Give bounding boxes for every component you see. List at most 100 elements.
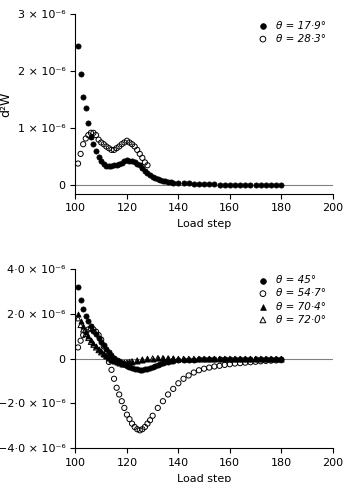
θ = 54·7°	[165, 390, 171, 398]
θ = 72·0°	[129, 358, 135, 365]
θ = 72·0°	[258, 355, 263, 363]
θ = 70·4°	[196, 355, 202, 363]
θ = 17·9°	[196, 180, 202, 188]
θ = 17·9°	[91, 140, 96, 148]
θ = 28·3°	[101, 140, 106, 148]
θ = 45°	[206, 355, 212, 363]
θ = 28·3°	[140, 154, 145, 162]
θ = 70·4°	[134, 357, 140, 365]
θ = 45°	[116, 357, 122, 365]
θ = 17·9°	[191, 180, 197, 187]
θ = 54·7°	[268, 357, 274, 364]
θ = 70·4°	[85, 333, 91, 340]
θ = 72·0°	[78, 321, 83, 329]
θ = 45°	[140, 366, 145, 374]
θ = 70·4°	[232, 355, 238, 363]
θ = 54·7°	[222, 361, 227, 369]
θ = 54·7°	[253, 358, 258, 366]
θ = 45°	[168, 358, 173, 365]
θ = 45°	[83, 312, 88, 320]
θ = 28·3°	[80, 140, 86, 148]
θ = 54·7°	[122, 404, 127, 412]
θ = 70·4°	[201, 355, 207, 363]
θ = 17·9°	[83, 105, 88, 112]
θ = 72·0°	[165, 355, 171, 362]
θ = 54·7°	[237, 359, 243, 367]
θ = 17·9°	[116, 160, 122, 167]
θ = 17·9°	[268, 181, 274, 188]
θ = 45°	[196, 355, 202, 363]
θ = 72·0°	[222, 355, 227, 363]
X-axis label: Load step: Load step	[177, 219, 231, 229]
θ = 17·9°	[109, 162, 114, 170]
θ = 45°	[237, 355, 243, 363]
θ = 17·9°	[165, 178, 171, 186]
θ = 54·7°	[98, 336, 104, 344]
Legend: θ = 45°, θ = 54·7°, θ = 70·4°, θ = 72·0°: θ = 45°, θ = 54·7°, θ = 70·4°, θ = 72·0°	[248, 271, 331, 329]
θ = 70·4°	[176, 355, 181, 362]
θ = 70·4°	[101, 350, 106, 358]
θ = 54·7°	[263, 357, 269, 365]
θ = 70·4°	[222, 355, 227, 363]
θ = 54·7°	[124, 411, 130, 418]
θ = 72·0°	[155, 354, 161, 362]
θ = 17·9°	[122, 158, 127, 165]
θ = 17·9°	[258, 181, 263, 188]
θ = 72·0°	[114, 358, 119, 365]
θ = 28·3°	[134, 146, 140, 154]
θ = 70·4°	[114, 358, 119, 366]
θ = 70·4°	[181, 355, 186, 363]
θ = 45°	[134, 365, 140, 373]
θ = 54·7°	[160, 397, 166, 405]
θ = 45°	[170, 357, 176, 365]
θ = 54·7°	[132, 423, 137, 431]
θ = 28·3°	[85, 131, 91, 139]
θ = 72·0°	[268, 355, 274, 363]
θ = 17·9°	[168, 178, 173, 186]
θ = 17·9°	[201, 180, 207, 188]
θ = 72·0°	[88, 338, 94, 346]
θ = 70·4°	[268, 355, 274, 363]
θ = 45°	[163, 359, 168, 366]
θ = 54·7°	[83, 328, 88, 335]
θ = 72·0°	[111, 357, 117, 364]
θ = 72·0°	[145, 355, 150, 363]
θ = 17·9°	[127, 157, 132, 164]
θ = 28·3°	[75, 160, 81, 167]
θ = 72·0°	[170, 355, 176, 362]
θ = 17·9°	[80, 93, 86, 101]
θ = 70·4°	[263, 355, 269, 363]
θ = 54·7°	[232, 360, 238, 367]
θ = 45°	[212, 355, 217, 363]
θ = 17·9°	[150, 173, 155, 180]
θ = 70·4°	[248, 355, 253, 363]
θ = 54·7°	[134, 425, 140, 433]
θ = 17·9°	[140, 164, 145, 172]
θ = 72·0°	[227, 355, 233, 363]
θ = 17·9°	[263, 181, 269, 188]
θ = 17·9°	[186, 180, 191, 187]
θ = 17·9°	[111, 161, 117, 169]
θ = 28·3°	[132, 143, 137, 150]
θ = 72·0°	[96, 346, 102, 354]
θ = 45°	[124, 362, 130, 370]
θ = 45°	[91, 327, 96, 335]
θ = 17·9°	[222, 181, 227, 188]
θ = 70·4°	[237, 355, 243, 363]
θ = 17·9°	[232, 181, 238, 188]
θ = 70·4°	[127, 359, 132, 366]
θ = 45°	[114, 356, 119, 363]
θ = 70·4°	[104, 352, 109, 360]
θ = 28·3°	[124, 137, 130, 145]
θ = 70·4°	[80, 322, 86, 330]
θ = 72·0°	[75, 314, 81, 322]
θ = 54·7°	[196, 366, 202, 374]
θ = 72·0°	[243, 355, 248, 363]
θ = 45°	[75, 283, 81, 291]
θ = 45°	[137, 366, 143, 374]
θ = 72·0°	[104, 352, 109, 360]
θ = 28·3°	[127, 139, 132, 147]
θ = 54·7°	[111, 375, 117, 383]
θ = 72·0°	[83, 330, 88, 338]
θ = 45°	[78, 296, 83, 304]
